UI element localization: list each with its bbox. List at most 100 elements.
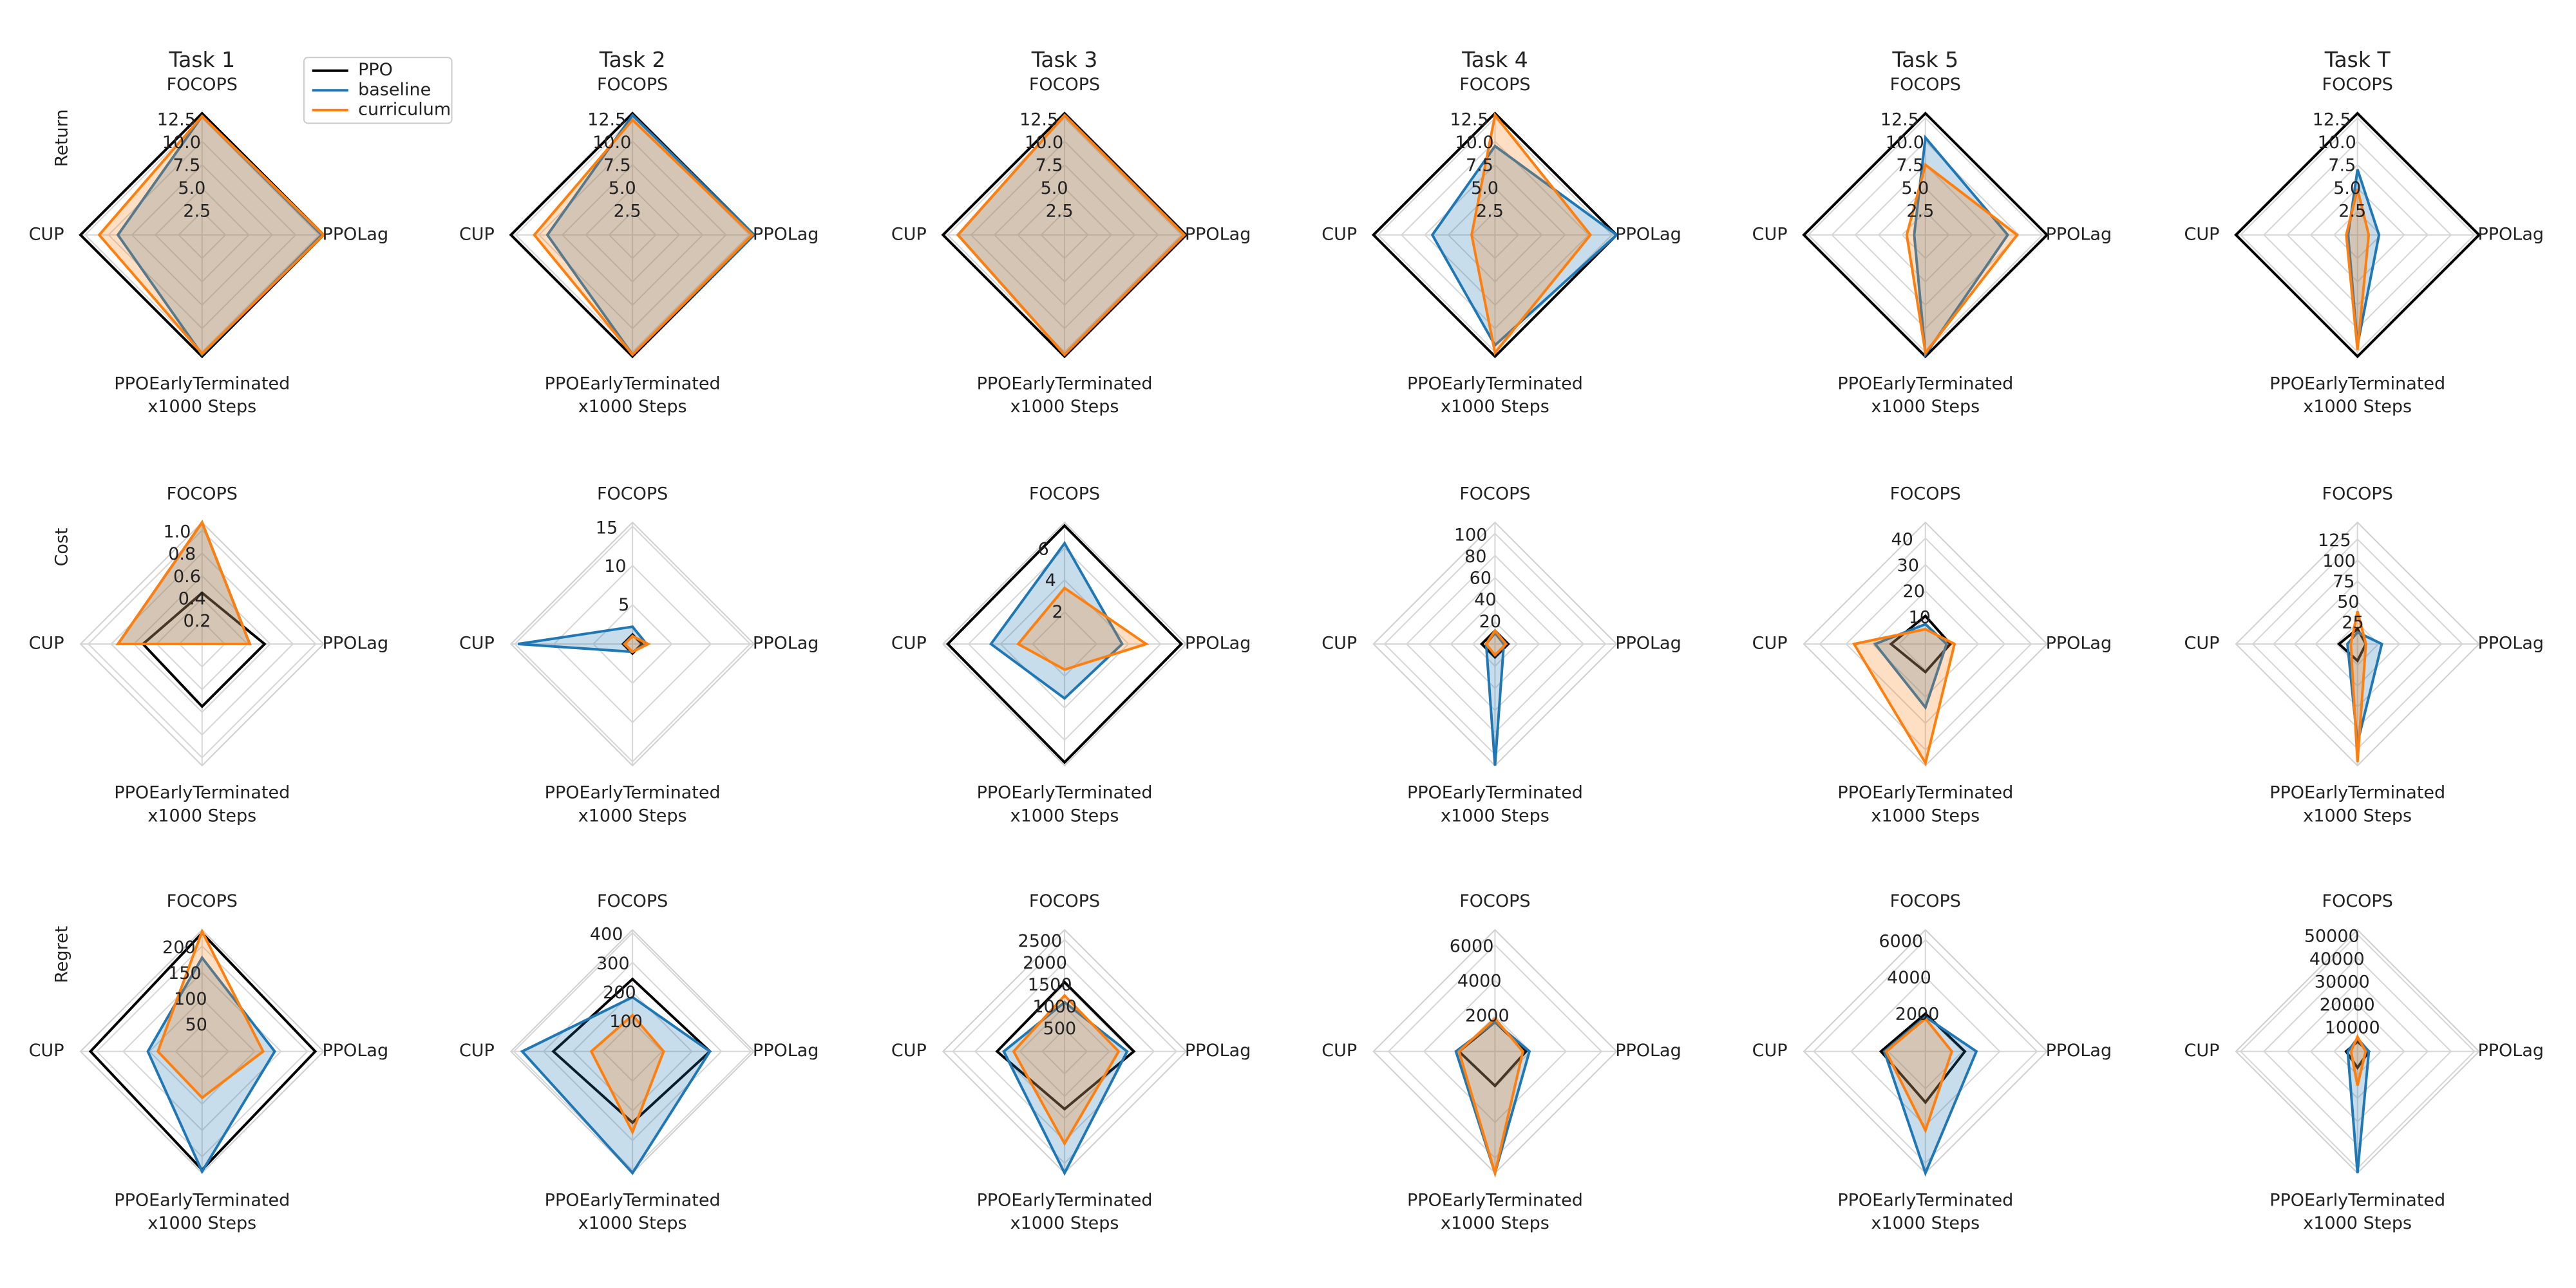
radar-chart: 2000 4000 6000 FOCOPS CUP PPOEarlyTerminated P…: [1321, 891, 1681, 1233]
axis-label: PPOEarlyTerminated: [2269, 783, 2445, 803]
axis-label: PPOEarlyTerminated: [114, 783, 290, 803]
r-tick-label: 5: [618, 595, 629, 615]
r-tick-label: 2000: [1465, 1006, 1510, 1026]
radar-chart: 2.5 5.07.5 10.0 12.5 FOCOPS CUP PPOEarlyTermin…: [459, 47, 819, 417]
r-tick-label: 25: [2342, 613, 2363, 633]
axis-label: PPOLag: [2046, 1041, 2112, 1061]
r-tick-label: 100: [174, 989, 207, 1009]
axis-label: PPOLag: [753, 634, 819, 654]
chart-title: Task 1: [168, 47, 235, 72]
r-tick-label: 30000: [2315, 972, 2370, 992]
series-polygon: [533, 118, 754, 357]
axis-label: PPOLag: [753, 1041, 819, 1061]
r-tick-label: 20000: [2320, 995, 2375, 1015]
axis-label: FOCOPS: [167, 75, 238, 95]
r-tick-label: 500: [1043, 1019, 1077, 1039]
axis-label: PPOLag: [2477, 1041, 2544, 1061]
r-tick-label: 80: [1464, 547, 1486, 567]
axis-label: CUP: [1752, 634, 1788, 654]
axis-label: FOCOPS: [2322, 891, 2393, 911]
r-tick-label: 2.5: [2338, 202, 2366, 222]
series-polygon: [1484, 629, 1508, 658]
r-tick-label: 30: [1897, 556, 1919, 576]
series-polygon: [989, 540, 1124, 701]
r-tick-label: 10000: [2325, 1018, 2380, 1038]
series-polygon: [2234, 111, 2481, 359]
axis-label: PPOEarlyTerminated: [977, 783, 1153, 803]
axis-label: FOCOPS: [2322, 484, 2393, 504]
series-polygon: [1879, 1012, 1967, 1104]
r-tick-label: 40000: [2309, 949, 2365, 969]
x-label: x1000 Steps: [1871, 806, 1980, 826]
r-tick-label: 5.0: [1041, 178, 1068, 198]
series-polygon: [2349, 1034, 2367, 1086]
r-tick-label: 50: [185, 1015, 207, 1035]
axis-label: PPOLag: [2477, 634, 2544, 654]
axis-label: PPOEarlyTerminated: [545, 374, 721, 393]
r-tick-label: 7.5: [1896, 156, 1924, 176]
series-polygon: [520, 996, 712, 1175]
y-label: Return: [52, 109, 71, 167]
axis-label: PPOEarlyTerminated: [977, 374, 1153, 393]
axis-label: CUP: [29, 634, 64, 654]
series-polygon: [995, 980, 1136, 1111]
series-polygon: [1371, 111, 1619, 359]
axis-label: PPOLag: [323, 224, 389, 244]
y-label: Regret: [52, 926, 71, 983]
r-tick-label: 7.5: [1036, 156, 1063, 176]
x-label: x1000 Steps: [578, 1213, 687, 1233]
axis-label: PPOLag: [323, 1041, 389, 1061]
axis-label: PPOEarlyTerminated: [1837, 783, 2013, 803]
series-polygon: [1016, 586, 1150, 671]
x-label: x1000 Steps: [2303, 806, 2412, 826]
series-polygon: [1457, 1016, 1524, 1179]
r-tick-label: 200: [162, 938, 196, 958]
axis-label: PPOLag: [1185, 634, 1251, 654]
r-tick-label: 40: [1474, 590, 1496, 610]
r-tick-label: 2.5: [1476, 202, 1504, 222]
r-tick-label: 5.0: [609, 178, 636, 198]
series-polygon: [115, 519, 252, 645]
axis-label: PPOLag: [1185, 1041, 1251, 1061]
x-label: x1000 Steps: [1010, 397, 1119, 417]
series-polygon: [1905, 162, 2019, 356]
axis-label: FOCOPS: [1459, 891, 1530, 911]
x-label: x1000 Steps: [147, 1213, 256, 1233]
radar-chart: 2.5 5.07.5 10.0 12.5 FOCOPS CUP PPOEarlyTermin…: [2184, 47, 2544, 417]
series-polygon: [2345, 189, 2371, 350]
r-tick-label: 40: [1891, 530, 1913, 550]
axis-label: CUP: [2184, 634, 2220, 654]
axis-label: PPOLag: [1185, 224, 1251, 244]
series-polygon: [551, 977, 712, 1124]
axis-label: CUP: [459, 224, 495, 244]
axis-label: PPOLag: [753, 224, 819, 244]
axis-label: PPOEarlyTerminated: [2269, 1190, 2445, 1210]
axis-label: FOCOPS: [597, 75, 668, 95]
r-tick-label: 12.5: [2313, 109, 2351, 129]
radar-chart: 10000 20000 30000 40000 50000 FOCOPS CUP PPOEar…: [2184, 891, 2544, 1233]
axis-label: CUP: [2184, 224, 2220, 244]
r-tick-label: 6: [1038, 539, 1049, 559]
axis-label: PPOEarlyTerminated: [2269, 374, 2445, 393]
x-label: x1000 Steps: [1441, 806, 1549, 826]
axis-label: PPOEarlyTerminated: [545, 1190, 721, 1210]
radar-chart: 2.5 5.07.5 10.0 12.5 FOCOPS CUP PPOEarlyTermin…: [1752, 47, 2112, 417]
r-tick-label: 4: [1045, 571, 1056, 591]
legend-label: baseline: [358, 80, 431, 100]
radar-chart: 2000 4000 6000 FOCOPS CUP PPOEarlyTerminated P…: [1752, 891, 2112, 1233]
radar-chart: 0.20.40.6 0.81.0 FOCOPS CUP PPOEarlyTerminat…: [29, 484, 389, 826]
axis-label: CUP: [1321, 634, 1357, 654]
r-tick-label: 10.0: [1025, 133, 1063, 153]
radar-chart: 2.5 5.07.5 10.0 12.5 FOCOPS CUP PPOEarlyTermin…: [891, 47, 1251, 417]
chart-title: Task 3: [1031, 47, 1098, 72]
axis-label: CUP: [891, 1041, 927, 1061]
axis-label: PPOEarlyTerminated: [114, 374, 290, 393]
r-tick-label: 60: [1470, 569, 1492, 589]
r-tick-label: 15: [596, 518, 618, 538]
r-tick-label: 7.5: [2328, 156, 2356, 176]
x-label: x1000 Steps: [147, 397, 256, 417]
axis-label: CUP: [1752, 1041, 1788, 1061]
r-tick-label: 10: [1909, 607, 1931, 627]
series-polygon: [2337, 627, 2367, 663]
